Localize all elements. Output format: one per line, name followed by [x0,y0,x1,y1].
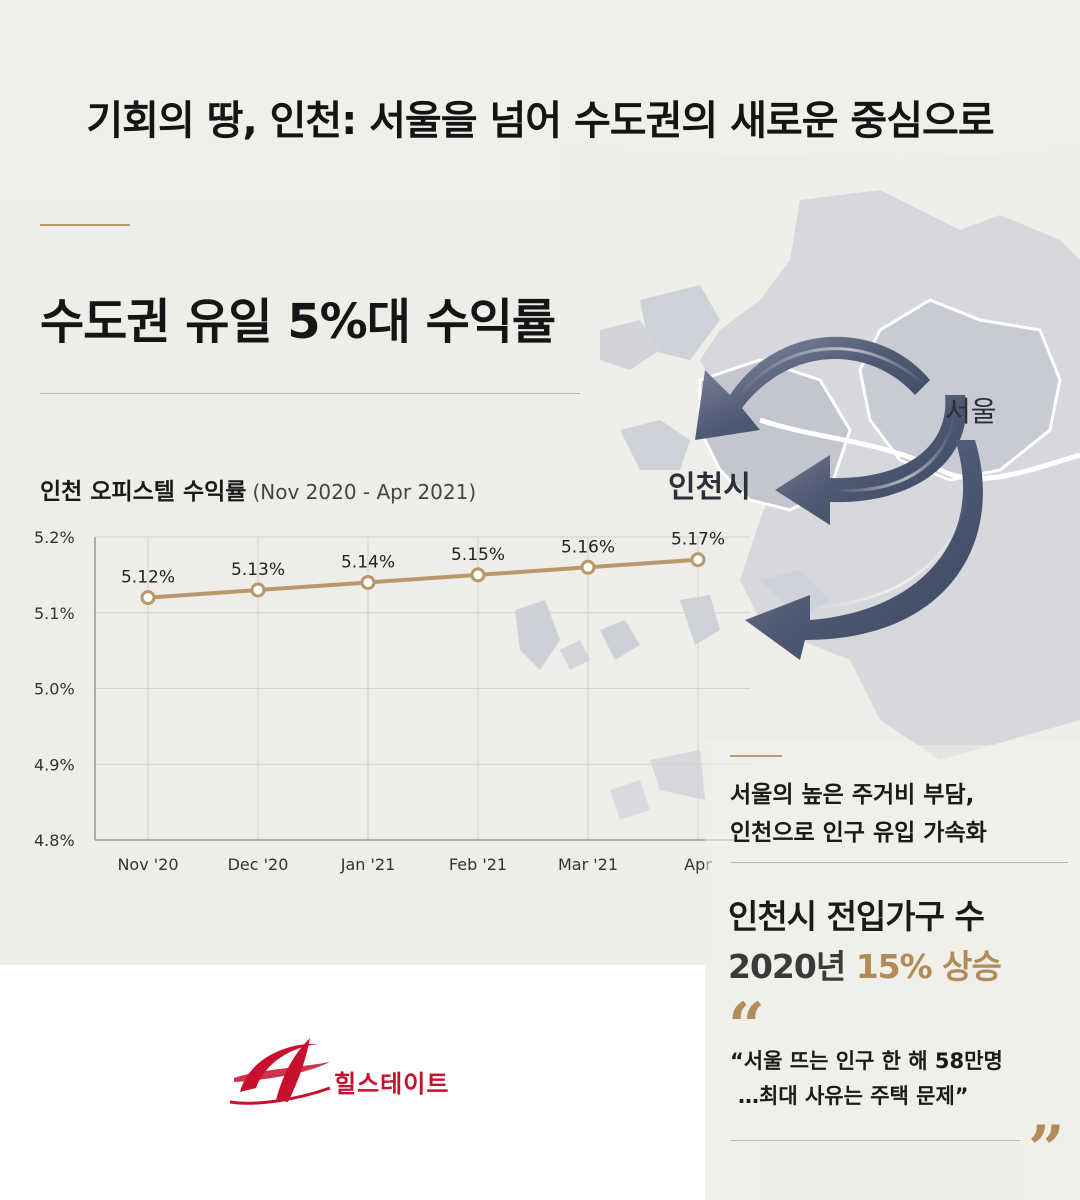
series-line [147,557,699,600]
chart-title: 인천 오피스텔 수익률 (Nov 2020 - Apr 2021) [40,472,476,506]
logo-text: 힐스테이트 [334,1070,450,1098]
data-label: 5.13% [231,560,285,580]
quote-line-1: “서울 뜨는 인구 한 해 58만명 [730,1049,1003,1073]
y-tick-label: 5.2% [34,528,75,547]
x-tick-label: Nov '20 [117,855,178,874]
quote-divider [730,1140,1020,1141]
x-tick-label: Dec '20 [228,855,289,874]
panel-line-1: 서울의 높은 주거비 부담, [730,782,975,808]
stat-line-2: 2020년 15% 상승 [728,940,1002,988]
logo-h-emblem [229,1038,331,1105]
x-tick-label: Mar '21 [558,855,618,874]
data-point [470,567,486,583]
quote-line-2: …최대 사유는 주택 문제” [738,1084,969,1108]
x-tick-label: Feb '21 [449,855,507,874]
panel-divider [730,862,1068,863]
info-panel [705,745,1080,1200]
panel-gold-divider [730,755,782,757]
page-title: 기회의 땅, 인천: 서울을 넘어 수도권의 새로운 중심으로 [86,98,994,144]
data-point [140,590,156,606]
arrow-to-south [745,440,983,660]
stat-year: 2020년 [728,947,856,986]
seoul-shape [858,298,1062,482]
bottom-white-area [0,965,705,1200]
data-point [360,574,376,590]
arrow-to-west [775,395,967,525]
close-quote-mark: ” [1028,1112,1065,1187]
y-tick-label: 5.0% [34,680,75,699]
section-title: 수도권 유일 5%대 수익률 [40,294,556,350]
data-label: 5.15% [451,545,505,565]
data-point [690,552,706,568]
stat-highlight: 15% 상승 [855,947,1002,986]
data-label: 5.17% [671,530,725,550]
chart-title-main: 인천 오피스텔 수익률 [40,479,247,505]
y-tick-label: 4.8% [34,831,75,850]
data-point [250,582,266,598]
line-chart: 5.2% 5.1% 5.0% 4.9% 4.8% Nov '20 Dec '20 Jan '2… [34,528,750,874]
incheon-label: 인천시 [668,470,751,505]
stat-line-1: 인천시 전입가구 수 [728,897,985,936]
data-point [580,559,596,575]
gold-divider [40,224,130,226]
data-label: 5.16% [561,537,615,557]
seoul-label: 서울 [945,395,997,428]
y-tick-label: 4.9% [34,755,75,774]
y-tick-label: 5.1% [34,604,75,623]
section-divider [40,393,580,394]
x-tick-label: Jan '21 [340,855,396,874]
data-label: 5.14% [341,552,395,572]
open-quote-mark: “ [728,989,765,1064]
panel-line-2: 인천으로 인구 유입 가속화 [730,820,987,846]
data-label: 5.12% [121,568,175,588]
chart-subtitle: (Nov 2020 - Apr 2021) [252,480,477,504]
arrow-to-incheon [695,336,930,440]
